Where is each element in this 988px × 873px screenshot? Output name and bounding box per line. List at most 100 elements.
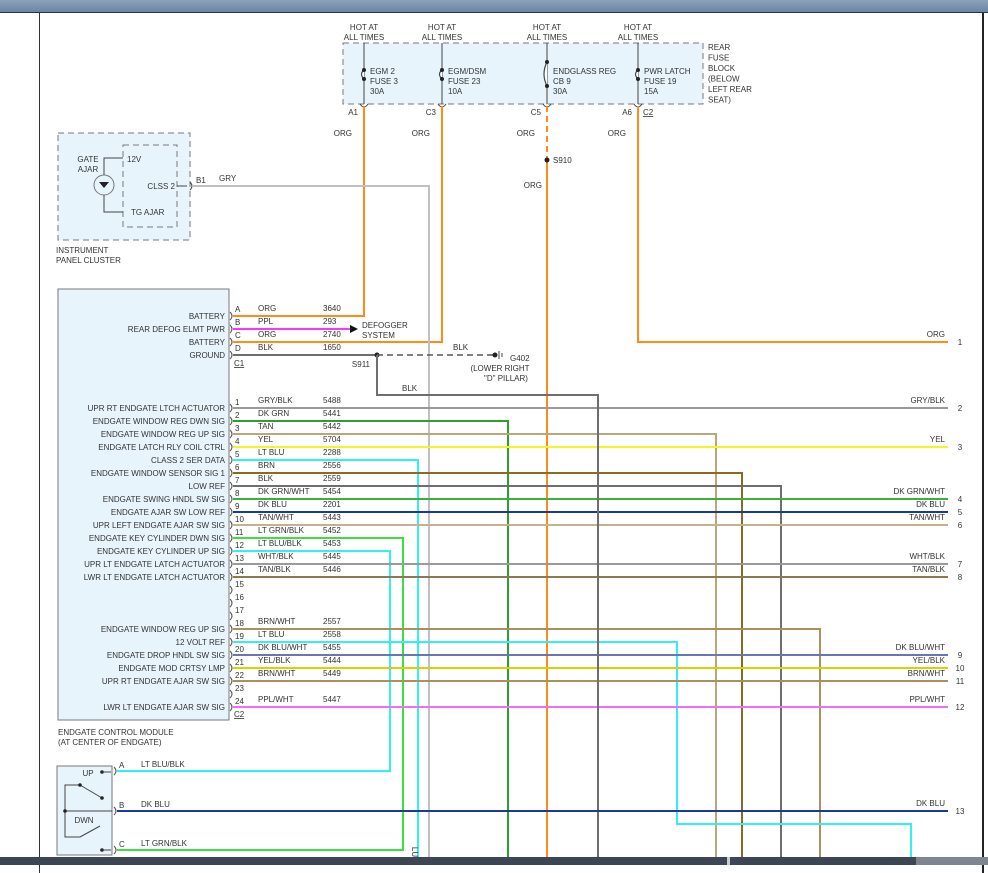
connector-icon — [229, 598, 233, 608]
endgate-control-module — [57, 288, 230, 721]
fuse-terminal-label: A6 — [622, 108, 632, 117]
connector-icon — [229, 324, 233, 334]
contact-dot — [100, 796, 104, 800]
wire-color-label: ORG — [258, 304, 276, 313]
right-connector-pin: 13 — [956, 807, 965, 816]
ground-location: "D" PILLAR) — [484, 374, 528, 383]
circuit-number-label: 5446 — [323, 565, 341, 574]
ecm-pin-number: 1 — [235, 398, 240, 407]
switch-common — [64, 784, 112, 812]
connector-icon — [229, 663, 233, 673]
connector-icon — [229, 676, 233, 686]
pin-label: 12V — [127, 155, 142, 164]
ecm-pin-function: 12 VOLT REF — [176, 638, 226, 647]
hot-at-all-times-label: HOT AT — [533, 23, 561, 32]
fuse-name: FUSE 23 — [448, 77, 481, 86]
connector-icon — [229, 546, 233, 556]
ecm-pin-number: 17 — [235, 606, 244, 615]
right-wire-label: DK BLU — [916, 799, 945, 808]
ecm-label: (AT CENTER OF ENDGATE) — [58, 738, 162, 747]
right-wire-label: GRY/BLK — [910, 396, 945, 405]
cluster-label: PANEL CLUSTER — [56, 256, 121, 265]
wire-org-c3 — [233, 106, 443, 343]
ecm-pin-number: 8 — [235, 489, 240, 498]
ecm-pin-number: 16 — [235, 593, 244, 602]
connector-icon — [229, 311, 233, 321]
fuse-name: FUSE 3 — [370, 77, 399, 86]
fuse-terminal-dot — [636, 77, 640, 81]
circuit-number-label: 5455 — [323, 643, 341, 652]
gate-ajar-label: GATE — [77, 155, 98, 164]
circuit-number-label: 3640 — [323, 304, 341, 313]
ecm-pin-number: A — [235, 305, 241, 314]
fuse-name: 30A — [553, 87, 568, 96]
right-connector-pin: 7 — [958, 560, 963, 569]
circuit-number-label: 5704 — [323, 435, 341, 444]
hot-at-all-times-label: HOT AT — [624, 23, 652, 32]
wire-color-label: LT BLU/BLK — [141, 760, 185, 769]
connector-icon — [229, 337, 233, 347]
hot-at-all-times-label: ALL TIMES — [527, 33, 567, 42]
ecm-pin-function: ENDGATE WINDOW REG UP SIG — [101, 625, 225, 634]
hot-at-all-times-label: ALL TIMES — [344, 33, 384, 42]
wire-pin-12 — [117, 550, 391, 772]
right-wire-label: WHT/BLK — [909, 552, 945, 561]
switch-pin-label: A — [119, 761, 125, 770]
bottom-scrollbar[interactable] — [0, 857, 988, 865]
ecm-pin-number: 10 — [235, 515, 244, 524]
fuse-terminal-dot — [545, 84, 549, 88]
wire-color-label: BRN/WHT — [258, 617, 295, 626]
ecm-pin-function: UPR LT ENDGATE LATCH ACTUATOR — [84, 560, 225, 569]
wire-pin-11 — [117, 537, 404, 851]
ecm-pin-number: 11 — [235, 528, 244, 537]
fuse-name: CB 9 — [553, 77, 571, 86]
ecm-pin-function: ENDGATE MOD CRTSY LMP — [118, 664, 225, 673]
fuse-block-label: FUSE — [708, 54, 729, 63]
connector-label: C2 — [234, 710, 245, 719]
pin-label: TG AJAR — [131, 208, 165, 217]
circuit-number-label: 2288 — [323, 448, 341, 457]
ecm-pin-number: 6 — [235, 463, 240, 472]
right-connector-pin: 3 — [958, 443, 963, 452]
ecm-pin-function: ENDGATE KEY CYLINDER DWN SIG — [89, 534, 225, 543]
ecm-label: ENDGATE CONTROL MODULE — [58, 728, 174, 737]
circuit-number-label: 2558 — [323, 630, 341, 639]
wire-color-label: GRY — [219, 174, 237, 183]
circuit-number-label: 5444 — [323, 656, 341, 665]
ecm-pin-function: REAR DEFOG ELMT PWR — [128, 325, 225, 334]
ecm-pin-number: B — [235, 318, 240, 327]
wire-color-label: BLK — [402, 384, 418, 393]
connector-icon — [229, 350, 233, 360]
wire-color-label: TAN/BLK — [258, 565, 291, 574]
fuse-terminal-dot — [362, 68, 366, 72]
connector-label: C1 — [234, 359, 245, 368]
fuse-terminal-label: A1 — [348, 108, 358, 117]
splice-label: S911 — [352, 360, 371, 369]
fuse-terminal-dot — [362, 77, 366, 81]
wire-color-label: TAN — [258, 422, 274, 431]
ecm-pin-number: 12 — [235, 541, 244, 550]
wire-color-label: BLK — [258, 343, 274, 352]
circuit-number-label: 2557 — [323, 617, 341, 626]
ground-location: (LOWER RIGHT — [470, 364, 529, 373]
scrollbar-thumb[interactable] — [916, 857, 988, 865]
switch-up-label: UP — [82, 769, 93, 778]
wire-color-label: LT BLU/BLK — [258, 539, 302, 548]
pin-label: CLSS 2 — [147, 182, 175, 191]
defogger-label: SYSTEM — [362, 331, 395, 340]
fuse-terminal-label: C5 — [531, 108, 542, 117]
circuit-number-label: 5454 — [323, 487, 341, 496]
right-wire-label: YEL — [930, 435, 946, 444]
diagram-frame — [39, 13, 984, 873]
wire-blk-s911 — [376, 355, 599, 857]
wire-color-label: LT GRN/BLK — [258, 526, 305, 535]
right-connector-pin: 10 — [956, 664, 965, 673]
wire-color-label: PPL/WHT — [258, 695, 294, 704]
fuse-name: 10A — [448, 87, 463, 96]
ecm-pin-function: ENDGATE SWING HNDL SW SIG — [103, 495, 225, 504]
wire-color-label: DK GRN — [258, 409, 289, 418]
right-wire-label: YEL/BLK — [913, 656, 946, 665]
ecm-pin-function: ENDGATE KEY CYLINDER UP SIG — [97, 547, 225, 556]
right-wire-label: DK BLU/WHT — [896, 643, 945, 652]
ecm-pin-function: UPR LEFT ENDGATE AJAR SW SIG — [93, 521, 225, 530]
